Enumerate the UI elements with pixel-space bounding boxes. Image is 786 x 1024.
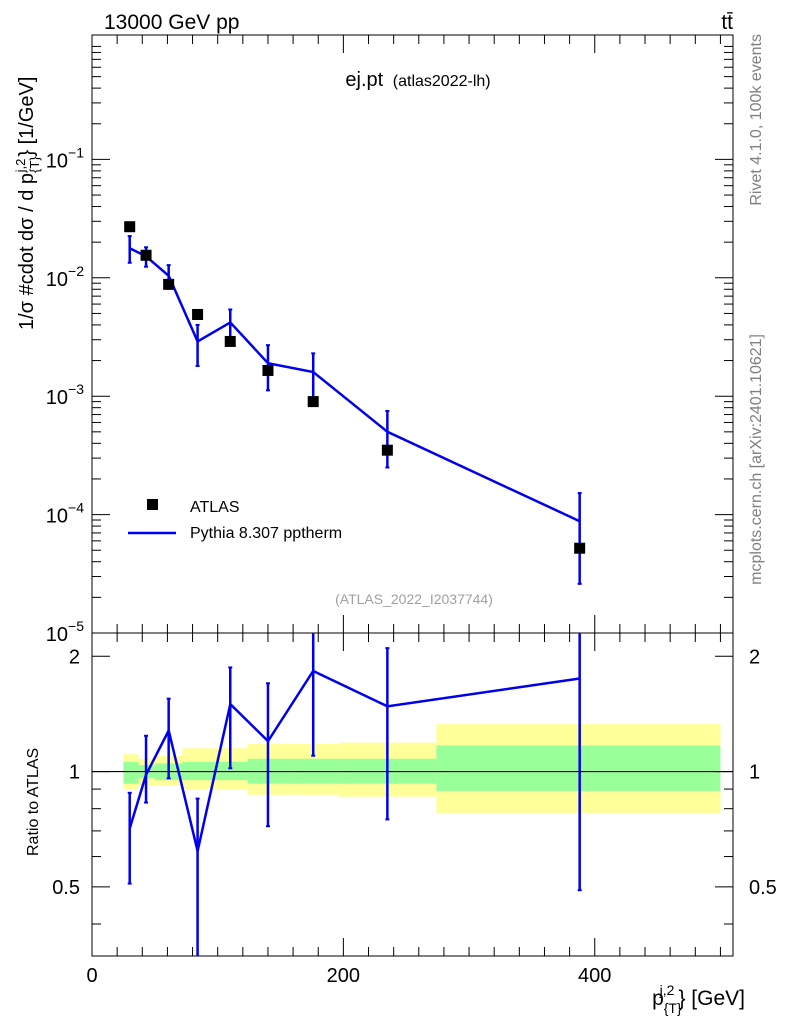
source-label: mcplots.cern.ch [arXiv:2401.10621]	[748, 334, 765, 585]
mc-line	[129, 247, 581, 523]
y-tick-label-exponent: −1	[68, 144, 84, 160]
y-tick-label-exponent: −2	[68, 263, 84, 279]
rivet-version-label: Rivet 4.1.0, 100k events	[748, 34, 765, 206]
y-tick-label-exponent: −4	[68, 500, 84, 516]
legend-label-atlas: ATLAS	[190, 499, 240, 516]
x-tick-labels: 0 200 400	[86, 965, 611, 987]
y-tick-label-base: 10	[46, 624, 68, 646]
ratio-y-axis-label: Ratio to ATLAS	[25, 748, 42, 856]
y-tick-label-base: 10	[46, 269, 68, 291]
y-tick-label: 10−3	[46, 381, 84, 409]
y-tick-label-exponent: −5	[68, 618, 84, 634]
data-point	[124, 221, 136, 233]
collision-energy-label: 13000 GeV pp	[104, 11, 239, 34]
data-point	[140, 249, 152, 261]
process-label: tt̄	[721, 11, 733, 34]
uncertainty-bands	[92, 724, 733, 813]
y-tick-label-base: 10	[46, 387, 68, 409]
y-tick-labels: 10−510−410−310−210−10.5 0.51 12 2	[46, 144, 777, 898]
data-point	[192, 308, 204, 320]
data-point	[307, 396, 319, 408]
ratio-series	[127, 633, 582, 956]
data-series	[124, 221, 586, 554]
ratio-tick-label-right: 2	[749, 646, 760, 668]
y-tick-label: 10−5	[46, 618, 84, 646]
x-tick-label: 200	[327, 965, 360, 987]
band-inner-0	[123, 761, 139, 784]
legend: ATLAS Pythia 8.307 pptherm	[128, 499, 342, 542]
x-tick-label: 0	[86, 965, 97, 987]
y-axis-label: 1/σ #cdot dσ / d p{T}j,2} [1/GeV]	[13, 77, 42, 330]
ratio-panel-frame	[91, 632, 734, 957]
data-point	[574, 542, 586, 554]
analysis-watermark: (ATLAS_2022_I2037744)	[335, 591, 493, 607]
chart-title-sub: (atlas2022-lh)	[393, 73, 491, 90]
legend-marker-atlas	[147, 499, 158, 510]
y-tick-label: 10−2	[46, 263, 84, 291]
chart-title: ej.pt (atlas2022-lh)	[345, 69, 490, 91]
main-panel-frame	[91, 34, 734, 634]
data-point	[262, 364, 274, 376]
band-inner-8	[436, 745, 721, 791]
y-tick-label: 10−4	[46, 500, 84, 528]
data-point	[163, 278, 175, 290]
ratio-tick-label-left: 0.5	[52, 877, 80, 899]
mc-series	[127, 235, 582, 585]
data-point	[224, 335, 236, 347]
y-tick-label-base: 10	[46, 150, 68, 172]
y-tick-label-exponent: −3	[68, 381, 84, 397]
legend-label-pythia: Pythia 8.307 pptherm	[190, 525, 342, 542]
ratio-tick-label-left: 1	[69, 762, 80, 784]
data-point	[381, 444, 393, 456]
x-tick-label: 400	[578, 965, 611, 987]
ratio-tick-label-right: 1	[749, 762, 760, 784]
axis-ticks	[91, 35, 733, 956]
y-tick-label-base: 10	[46, 506, 68, 528]
chart-title-main: ej.pt	[345, 69, 383, 91]
y-tick-label: 10−1	[46, 144, 84, 172]
ratio-tick-label-left: 2	[69, 646, 80, 668]
ratio-tick-label-right: 0.5	[749, 877, 777, 899]
x-axis-label: p{T}j,2} [GeV]	[652, 982, 745, 1016]
